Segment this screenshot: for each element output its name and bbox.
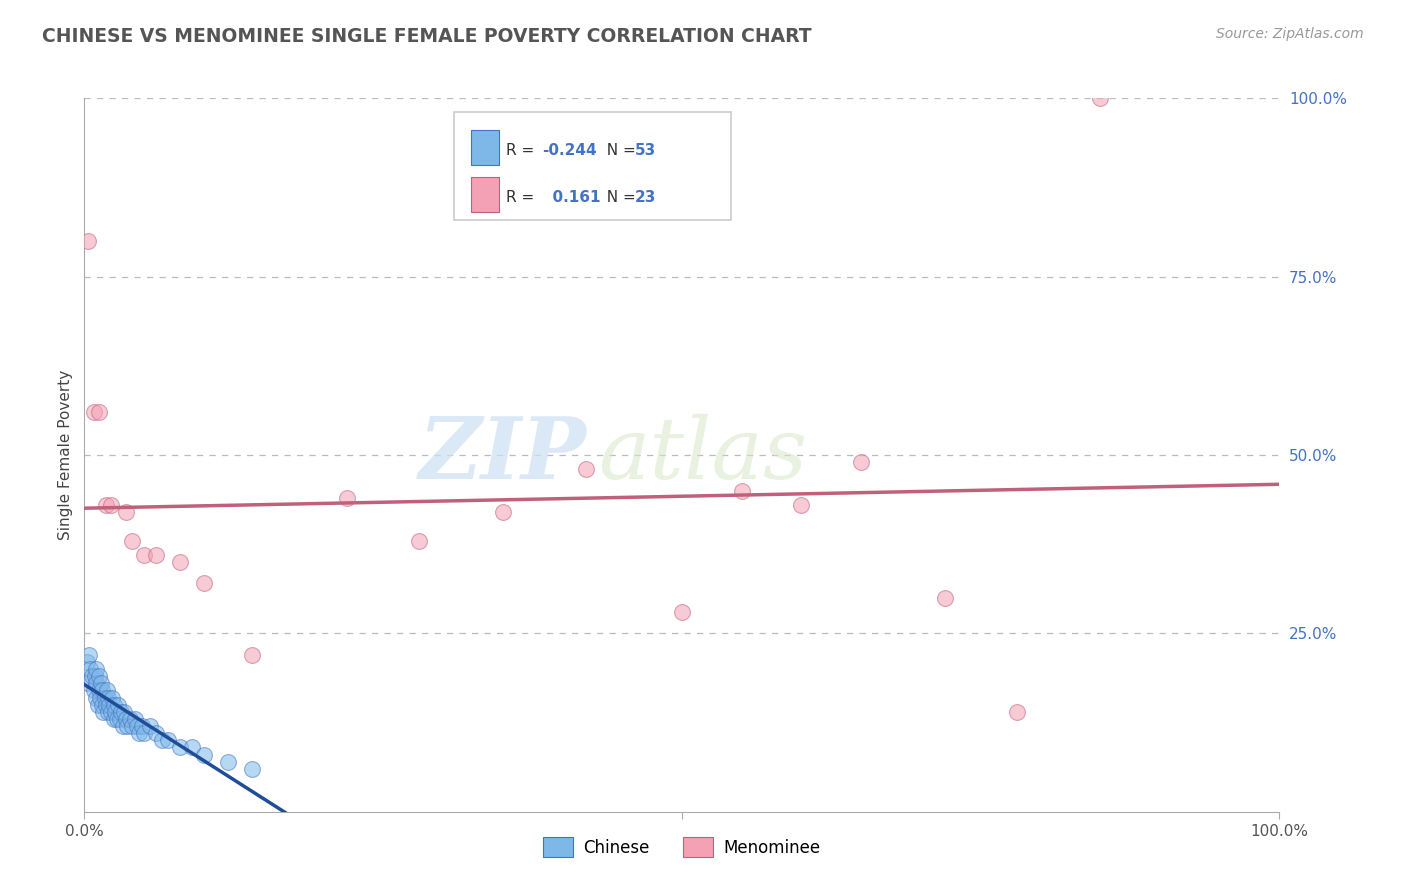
Point	[91, 698, 114, 712]
Point	[86, 676, 108, 690]
Text: N =: N =	[598, 190, 641, 205]
Text: N =: N =	[598, 144, 641, 159]
Point	[128, 726, 150, 740]
Point	[100, 705, 122, 719]
Point	[1005, 705, 1028, 719]
Point	[110, 705, 132, 719]
Point	[492, 505, 515, 519]
Point	[125, 719, 148, 733]
Point	[100, 498, 122, 512]
Point	[790, 498, 813, 512]
Point	[181, 740, 204, 755]
Text: R =: R =	[506, 190, 538, 205]
Point	[107, 698, 129, 712]
Point	[84, 669, 107, 683]
Point	[87, 683, 110, 698]
Point	[97, 705, 120, 719]
Text: CHINESE VS MENOMINEE SINGLE FEMALE POVERTY CORRELATION CHART: CHINESE VS MENOMINEE SINGLE FEMALE POVER…	[42, 27, 811, 45]
Text: 23: 23	[636, 190, 657, 205]
Point	[139, 719, 162, 733]
Point	[132, 726, 156, 740]
Point	[77, 234, 100, 248]
Text: -0.244: -0.244	[543, 144, 598, 159]
Text: 53: 53	[636, 144, 657, 159]
Point	[77, 676, 100, 690]
Point	[87, 405, 110, 419]
Point	[731, 483, 754, 498]
Point	[240, 762, 263, 776]
Point	[112, 705, 135, 719]
Point	[169, 740, 191, 755]
Text: 0.161: 0.161	[543, 190, 600, 205]
Point	[115, 712, 138, 726]
Point	[131, 719, 153, 733]
Point	[90, 676, 112, 690]
Point	[132, 548, 156, 562]
Point	[115, 505, 138, 519]
Point	[105, 712, 128, 726]
Point	[89, 690, 111, 705]
Point	[121, 533, 143, 548]
Text: Source: ZipAtlas.com: Source: ZipAtlas.com	[1216, 27, 1364, 41]
Point	[124, 712, 146, 726]
Point	[121, 719, 143, 733]
Point	[118, 712, 141, 726]
Point	[934, 591, 956, 605]
Point	[96, 683, 118, 698]
Point	[117, 719, 139, 733]
Point	[145, 726, 167, 740]
Point	[93, 705, 115, 719]
Point	[193, 576, 215, 591]
Point	[169, 555, 191, 569]
Point	[97, 690, 120, 705]
Point	[83, 683, 105, 698]
Point	[94, 698, 117, 712]
Point	[86, 690, 108, 705]
Point	[217, 755, 239, 769]
Point	[101, 690, 124, 705]
Text: R =: R =	[506, 144, 538, 159]
Point	[104, 705, 127, 719]
Text: atlas: atlas	[599, 414, 807, 496]
Point	[111, 719, 134, 733]
Point	[150, 733, 173, 747]
Point	[94, 498, 117, 512]
Point	[86, 698, 108, 712]
Point	[851, 455, 873, 469]
Point	[575, 462, 598, 476]
Point	[83, 405, 105, 419]
Point	[103, 698, 125, 712]
Point	[93, 690, 115, 705]
Point	[671, 605, 693, 619]
Legend: Chinese, Menominee: Chinese, Menominee	[537, 830, 827, 864]
Point	[157, 733, 180, 747]
Point	[1090, 91, 1112, 105]
Point	[79, 662, 101, 676]
Point	[80, 669, 103, 683]
Point	[76, 655, 98, 669]
Point	[110, 712, 132, 726]
Y-axis label: Single Female Poverty: Single Female Poverty	[58, 370, 73, 540]
Point	[336, 491, 359, 505]
Point	[408, 533, 430, 548]
Point	[87, 669, 110, 683]
Point	[103, 712, 125, 726]
Point	[240, 648, 263, 662]
Text: ZIP: ZIP	[419, 413, 586, 497]
Point	[98, 698, 121, 712]
Point	[91, 683, 114, 698]
Point	[193, 747, 215, 762]
Point	[145, 548, 167, 562]
Point	[86, 662, 108, 676]
Point	[77, 648, 100, 662]
